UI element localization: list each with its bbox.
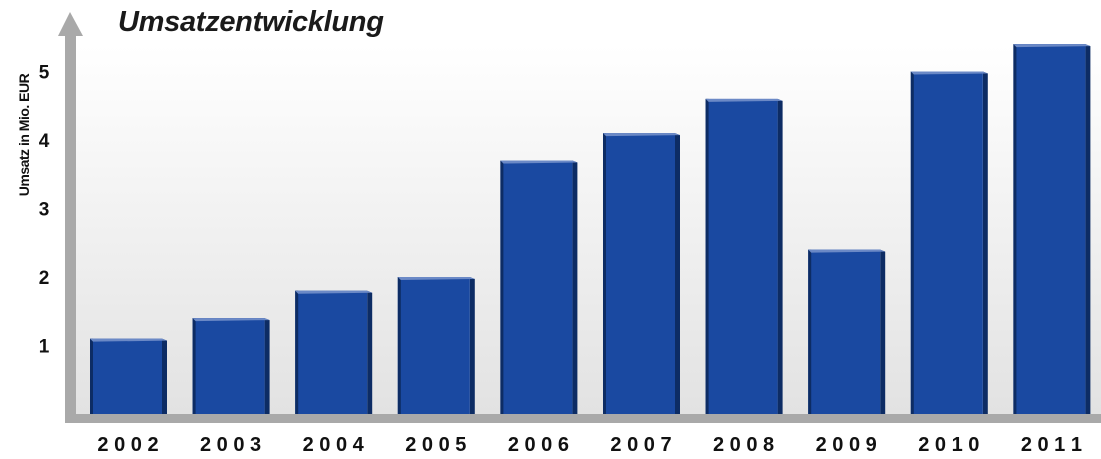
- bar-top-2007: [603, 133, 680, 137]
- bar-top-2008: [705, 98, 783, 102]
- bar-edge-2005: [397, 277, 401, 414]
- bar-front-2005: [397, 277, 470, 414]
- bar-top-2002: [90, 338, 167, 342]
- bar-edge-2009: [808, 249, 812, 414]
- bar-front-2011: [1013, 44, 1086, 414]
- y-tick-label: 1: [39, 337, 50, 358]
- x-tick-label: 2 0 0 4: [303, 434, 365, 456]
- bar-edge-2007: [603, 133, 606, 414]
- bar-2003: [192, 318, 270, 414]
- bar-edge-2002: [90, 338, 93, 414]
- y-tick-label: 2: [39, 268, 50, 289]
- y-axis-label: Umsatz in Mio. EUR: [16, 73, 32, 197]
- bar-2006: [500, 160, 578, 414]
- bar-edge-2008: [705, 98, 709, 415]
- bar-side-2006: [572, 160, 578, 414]
- bar-2005: [397, 277, 475, 414]
- y-axis-arrow: [58, 12, 83, 36]
- bar-side-2008: [777, 98, 783, 415]
- bar-top-2009: [808, 249, 886, 253]
- bar-2010: [910, 71, 988, 414]
- x-tick-label: 2 0 0 5: [405, 434, 466, 456]
- bar-2002: [90, 338, 167, 414]
- bar-top-2003: [192, 318, 270, 322]
- x-ticks-group: 2 0 0 2 2 0 0 3 2 0 0 4 2 0 0 5 2 0 0 6 2 0 0…: [97, 434, 1082, 456]
- bar-side-2004: [367, 290, 373, 414]
- bars-group: [90, 44, 1091, 415]
- x-tick-label: 2 0 0 9: [816, 434, 877, 456]
- bar-front-2010: [910, 71, 983, 414]
- bar-edge-2011: [1013, 44, 1017, 414]
- chart-title: Umsatzentwicklung: [118, 6, 384, 38]
- x-tick-label: 2 0 0 7: [610, 434, 671, 456]
- bar-front-2004: [295, 290, 368, 414]
- x-tick-label: 2 0 0 3: [200, 434, 261, 456]
- x-tick-label: 2 0 0 8: [713, 434, 774, 456]
- y-tick-label: 3: [39, 200, 50, 221]
- bar-top-2011: [1013, 44, 1091, 48]
- bar-side-2007: [675, 133, 680, 414]
- bar-side-2009: [880, 249, 886, 414]
- bar-top-2010: [910, 71, 988, 75]
- bar-2009: [808, 249, 886, 414]
- y-axis-line: [65, 32, 76, 417]
- x-axis-line: [65, 414, 1101, 423]
- bar-front-2009: [808, 249, 881, 414]
- bar-2011: [1013, 44, 1091, 414]
- bar-side-2002: [162, 338, 167, 414]
- y-tick-label: 4: [39, 131, 50, 152]
- bar-side-2010: [982, 71, 988, 414]
- bar-side-2011: [1085, 44, 1091, 414]
- bar-2007: [603, 133, 680, 414]
- x-tick-label: 2 0 0 6: [508, 434, 569, 456]
- x-tick-label: 2 0 1 1: [1021, 434, 1082, 456]
- bar-2004: [295, 290, 373, 414]
- bar-top-2004: [295, 290, 373, 294]
- y-tick-label: 5: [39, 63, 50, 84]
- bar-edge-2010: [910, 71, 914, 414]
- bar-top-2006: [500, 160, 578, 164]
- bar-side-2005: [469, 277, 475, 414]
- x-tick-label: 2 0 1 0: [918, 434, 979, 456]
- bar-front-2006: [500, 160, 573, 414]
- bar-front-2007: [603, 133, 675, 414]
- bar-2008: [705, 98, 783, 415]
- bar-front-2008: [705, 98, 778, 415]
- bar-front-2002: [90, 338, 162, 414]
- bar-edge-2003: [192, 318, 196, 414]
- bar-side-2003: [264, 318, 270, 414]
- bar-edge-2006: [500, 160, 504, 414]
- bar-front-2003: [192, 318, 265, 414]
- bar-edge-2004: [295, 290, 299, 414]
- bar-top-2005: [397, 277, 475, 280]
- x-tick-label: 2 0 0 2: [97, 434, 158, 456]
